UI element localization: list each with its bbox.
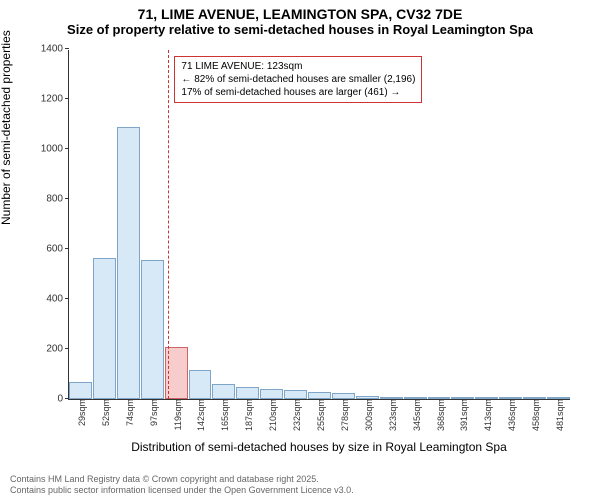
y-axis-label: Number of semi-detached properties <box>0 30 13 225</box>
y-tick-label: 1400 <box>41 44 69 55</box>
histogram-bar <box>236 387 259 400</box>
x-tick-label: 142sqm <box>194 399 206 431</box>
y-tick-mark <box>65 198 69 199</box>
chart-container: 71, LIME AVENUE, LEAMINGTON SPA, CV32 7D… <box>0 0 600 500</box>
y-tick-label: 400 <box>46 294 69 305</box>
x-tick-label: 345sqm <box>410 399 422 431</box>
reference-line <box>168 50 169 399</box>
histogram-bar <box>117 127 140 400</box>
y-tick-label: 800 <box>46 194 69 205</box>
y-tick-mark <box>65 398 69 399</box>
y-tick-mark <box>65 298 69 299</box>
y-tick-mark <box>65 148 69 149</box>
histogram-bar <box>260 389 283 399</box>
y-tick-label: 600 <box>46 244 69 255</box>
annotation-line: 71 LIME AVENUE: 123sqm <box>181 60 415 73</box>
chart-title-line2: Size of property relative to semi-detach… <box>10 22 590 37</box>
annotation-box: 71 LIME AVENUE: 123sqm← 82% of semi-deta… <box>174 56 422 103</box>
x-tick-label: 232sqm <box>290 399 302 431</box>
histogram-bar <box>284 390 307 399</box>
x-tick-label: 210sqm <box>266 399 278 431</box>
x-tick-label: 74sqm <box>123 399 135 426</box>
y-tick-label: 1200 <box>41 94 69 105</box>
plot-area: 020040060080010001200140029sqm52sqm74sqm… <box>68 50 570 400</box>
x-tick-label: 119sqm <box>171 399 183 430</box>
y-tick-mark <box>65 348 69 349</box>
y-tick-mark <box>65 248 69 249</box>
attribution-text: Contains HM Land Registry data © Crown c… <box>10 474 354 497</box>
title-block: 71, LIME AVENUE, LEAMINGTON SPA, CV32 7D… <box>0 0 600 39</box>
histogram-bar <box>308 392 331 400</box>
y-tick-label: 1000 <box>41 144 69 155</box>
annotation-line: 17% of semi-detached houses are larger (… <box>181 86 415 99</box>
chart-title-line1: 71, LIME AVENUE, LEAMINGTON SPA, CV32 7D… <box>10 6 590 22</box>
y-tick-mark <box>65 48 69 49</box>
attribution-line2: Contains public sector information licen… <box>10 485 354 496</box>
x-tick-label: 323sqm <box>386 399 398 431</box>
x-tick-label: 52sqm <box>99 399 111 426</box>
x-tick-label: 165sqm <box>218 399 230 431</box>
x-tick-label: 368sqm <box>434 399 446 431</box>
histogram-bar <box>212 384 235 399</box>
x-tick-label: 255sqm <box>314 399 326 431</box>
attribution-line1: Contains HM Land Registry data © Crown c… <box>10 474 354 485</box>
histogram-bar <box>69 382 92 400</box>
histogram-bar <box>141 260 164 399</box>
x-tick-label: 300sqm <box>362 399 374 431</box>
x-tick-label: 278sqm <box>338 399 350 431</box>
x-tick-label: 187sqm <box>242 399 254 431</box>
x-tick-label: 391sqm <box>457 399 469 431</box>
x-axis-label: Distribution of semi-detached houses by … <box>68 440 570 454</box>
y-tick-label: 200 <box>46 344 69 355</box>
annotation-line: ← 82% of semi-detached houses are smalle… <box>181 73 415 86</box>
x-tick-label: 413sqm <box>481 399 493 431</box>
y-tick-label: 0 <box>57 394 69 405</box>
histogram-bar <box>189 370 212 399</box>
x-tick-label: 97sqm <box>147 399 159 426</box>
histogram-bar <box>93 258 116 399</box>
x-tick-label: 29sqm <box>75 399 87 426</box>
x-tick-label: 458sqm <box>529 399 541 431</box>
y-tick-mark <box>65 98 69 99</box>
x-tick-label: 481sqm <box>553 399 565 431</box>
x-tick-label: 436sqm <box>505 399 517 431</box>
